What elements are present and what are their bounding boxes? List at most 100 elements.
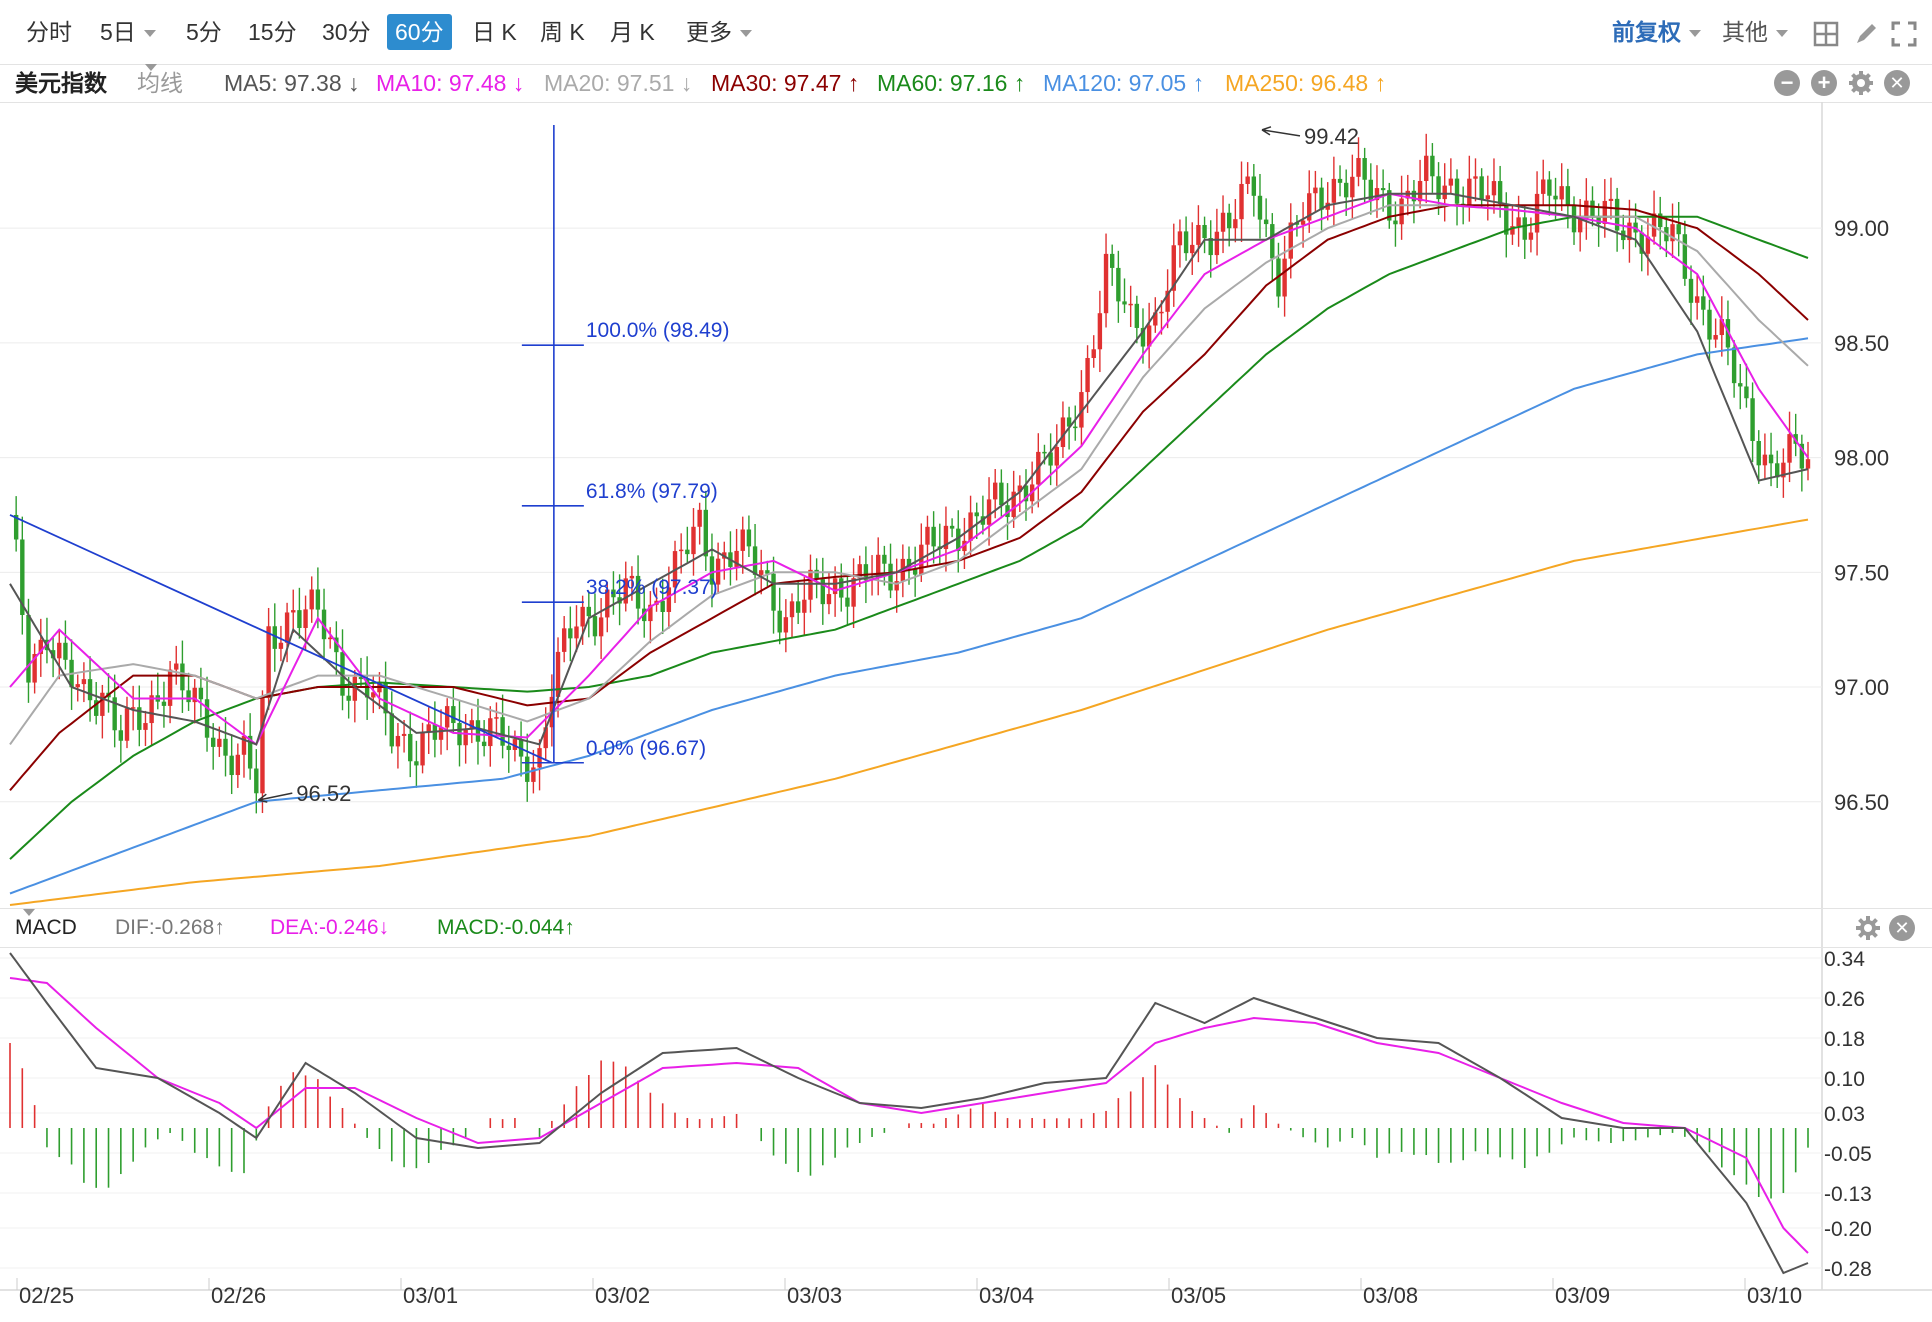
candle-down xyxy=(999,482,1004,506)
price-tick-label: 99.00 xyxy=(1834,216,1889,241)
candle-down xyxy=(1393,220,1398,225)
tab-timeshare[interactable]: 分时 xyxy=(26,19,72,45)
candle-up xyxy=(1781,462,1786,478)
candle-down xyxy=(346,695,351,701)
candle-up xyxy=(241,735,247,755)
tab-5day[interactable]: 5日 xyxy=(92,14,164,50)
chevron-down-icon xyxy=(23,909,35,916)
candle-down xyxy=(94,700,99,716)
adjust-dropdown[interactable]: 前复权 xyxy=(1612,14,1701,50)
candle-down xyxy=(709,556,715,585)
candle-up xyxy=(1128,303,1133,306)
fullscreen-icon[interactable] xyxy=(1890,20,1918,48)
candle-down xyxy=(956,528,961,552)
candle-up xyxy=(1467,178,1472,207)
pen-icon[interactable] xyxy=(1852,20,1880,48)
candle-up xyxy=(1608,198,1614,201)
adjust-label: 前复权 xyxy=(1612,19,1681,45)
candle-down xyxy=(568,628,573,639)
candle-down xyxy=(1337,178,1343,183)
tab-5min[interactable]: 5分 xyxy=(186,19,222,45)
candle-up xyxy=(1097,313,1103,350)
macd-tick-label: 0.26 xyxy=(1824,988,1865,1011)
candle-down xyxy=(703,509,709,557)
add-icon[interactable]: + xyxy=(1811,70,1837,96)
candle-up xyxy=(143,723,148,730)
tab-60min[interactable]: 60分 xyxy=(387,14,452,50)
price-axis: 99.00 98.50 98.00 97.50 97.00 96.50 xyxy=(1834,216,1889,815)
macd-close-icon[interactable]: ✕ xyxy=(1889,915,1915,941)
candle-down xyxy=(1251,176,1257,196)
ma60-line xyxy=(9,215,1809,860)
candle-up xyxy=(783,617,789,633)
chevron-down-icon xyxy=(740,30,752,38)
candle-down xyxy=(451,706,456,724)
candle-up xyxy=(32,654,37,683)
candle-up xyxy=(857,564,862,579)
candle-down xyxy=(1042,451,1047,454)
candle-down xyxy=(635,575,641,609)
candle-up xyxy=(648,604,653,622)
candle-up xyxy=(395,735,401,747)
candle-down xyxy=(1023,485,1029,502)
candle-up xyxy=(678,549,684,552)
collapse-icon[interactable]: − xyxy=(1774,70,1800,96)
candle-up xyxy=(1787,434,1792,463)
candle-up xyxy=(1153,312,1158,326)
candle-down xyxy=(500,717,505,746)
tab-15min[interactable]: 15分 xyxy=(248,19,297,45)
tab-weekly[interactable]: 周 K xyxy=(540,19,585,45)
candle-up xyxy=(574,626,579,639)
candle-up xyxy=(309,589,314,610)
candle-up xyxy=(1442,185,1447,200)
candle-down xyxy=(1744,386,1749,399)
candle-up xyxy=(327,637,333,640)
candle-down xyxy=(592,616,598,637)
macd-tick-label: 0.18 xyxy=(1824,1028,1865,1051)
candle-down xyxy=(1183,231,1189,254)
candle-up xyxy=(266,626,271,699)
candle-up xyxy=(1473,176,1478,179)
tab-daily[interactable]: 日 K xyxy=(472,19,517,45)
candle-down xyxy=(475,720,481,742)
candle-up xyxy=(802,599,807,613)
tab-30min[interactable]: 30分 xyxy=(322,19,371,45)
fibonacci-retracement[interactable]: 100.0% (98.49) 61.8% (97.79) 38.2% (97.37)… xyxy=(521,124,730,764)
candle-up xyxy=(1190,244,1195,254)
candle-up xyxy=(1399,198,1404,225)
candle-up xyxy=(278,642,284,649)
candle-down xyxy=(1565,186,1571,206)
settings-gear-icon[interactable] xyxy=(1848,70,1874,96)
candle-down xyxy=(1479,176,1484,200)
candle-up xyxy=(1165,290,1170,312)
ma10-line xyxy=(9,192,1809,746)
candle-down xyxy=(26,614,31,683)
tab-monthly[interactable]: 月 K xyxy=(610,19,655,45)
ma10-value: MA10: 97.48 ↓ xyxy=(376,70,525,96)
candle-down xyxy=(272,626,277,649)
close-icon[interactable]: ✕ xyxy=(1884,70,1910,96)
candle-down xyxy=(1208,238,1213,256)
candle-up xyxy=(420,732,425,766)
candle-up xyxy=(235,754,241,776)
candle-down xyxy=(845,597,850,607)
fib-level-label: 38.2% (97.37) xyxy=(586,576,718,599)
candle-up xyxy=(543,727,548,749)
candle-down xyxy=(820,579,825,605)
macd-settings-gear-icon[interactable] xyxy=(1855,915,1881,941)
candle-down xyxy=(1430,155,1435,177)
tab-more[interactable]: 更多 xyxy=(678,14,760,50)
candle-up xyxy=(260,698,265,794)
grid-icon[interactable] xyxy=(1812,20,1840,48)
candle-up xyxy=(1177,231,1183,246)
candle-up xyxy=(531,767,536,782)
candle-up xyxy=(580,606,585,627)
candle-down xyxy=(315,589,321,610)
candle-down xyxy=(1553,195,1558,200)
tab-5day-label: 5日 xyxy=(100,19,136,45)
ma250-line xyxy=(9,518,1809,906)
other-dropdown[interactable]: 其他 xyxy=(1722,14,1788,50)
candle-down xyxy=(1294,222,1300,225)
candle-up xyxy=(1171,245,1176,291)
